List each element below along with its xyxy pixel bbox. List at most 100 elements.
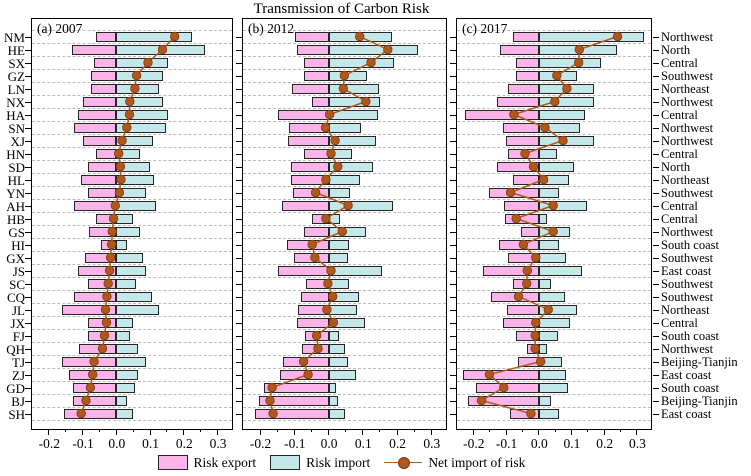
risk-export-bar <box>297 317 329 328</box>
risk-import-bar <box>538 31 645 42</box>
region-label: Northeast <box>661 172 710 187</box>
y-axis-tick <box>449 179 456 181</box>
x-axis-minor-tick <box>132 429 134 432</box>
gridline <box>243 212 446 213</box>
province-label: GS <box>8 224 25 240</box>
y-axis-tick <box>24 127 31 129</box>
y-axis-tick <box>652 75 659 77</box>
region-label: Beijing-Tianjin <box>661 393 738 408</box>
y-axis-tick <box>235 283 242 285</box>
y-axis-tick <box>235 75 242 77</box>
province-label: AH <box>6 198 25 214</box>
province-label: NX <box>6 94 25 110</box>
y-axis-tick <box>449 309 456 311</box>
x-axis-major-tick <box>505 429 507 435</box>
y-axis-tick <box>652 348 659 350</box>
y-axis-tick <box>235 322 242 324</box>
risk-export-bar <box>513 174 539 185</box>
risk-export-bar <box>489 187 539 198</box>
risk-import-bar <box>116 356 147 367</box>
y-axis-tick <box>449 270 456 272</box>
x-tick-label: 0.3 <box>628 436 646 451</box>
y-axis-tick <box>652 361 659 363</box>
x-axis-major-tick <box>362 429 364 435</box>
risk-export-bar <box>517 356 539 367</box>
y-axis-tick <box>449 322 456 324</box>
risk-import-bar <box>538 369 567 380</box>
risk-export-bar <box>499 239 539 250</box>
risk-import-bar <box>538 291 565 302</box>
risk-import-bar <box>328 304 357 315</box>
y-axis-tick <box>24 348 31 350</box>
y-axis-tick <box>235 192 242 194</box>
province-label: SD <box>8 159 25 175</box>
risk-export-bar <box>490 291 539 302</box>
y-axis-tick <box>24 140 31 142</box>
region-label: Central <box>661 146 698 161</box>
y-axis-tick <box>24 413 31 415</box>
risk-import-bar <box>538 161 575 172</box>
risk-export-bar <box>291 161 329 172</box>
y-axis-tick <box>449 335 456 337</box>
y-axis-tick <box>449 36 456 38</box>
net-import-dot-icon <box>398 457 411 469</box>
risk-export-bar <box>508 148 539 159</box>
risk-import-bar <box>538 343 547 354</box>
risk-import-bar <box>116 135 154 146</box>
risk-import-bar <box>538 200 587 211</box>
risk-import-bar <box>328 213 340 224</box>
y-axis-tick <box>24 114 31 116</box>
y-axis-tick <box>24 361 31 363</box>
risk-export-bar <box>74 122 117 133</box>
risk-import-bar <box>328 70 367 81</box>
x-tick-label: -0.1 <box>284 436 306 451</box>
region-label: Southwest <box>661 250 714 265</box>
x-axis-minor-tick <box>587 429 589 432</box>
province-label: SN <box>8 120 25 136</box>
risk-import-bar <box>538 187 560 198</box>
risk-import-bar <box>116 408 133 419</box>
risk-export-bar <box>91 83 117 94</box>
x-tick-label: -0.1 <box>72 436 94 451</box>
risk-import-bar <box>538 44 617 55</box>
x-axis-minor-tick <box>166 429 168 432</box>
province-label: GX <box>6 250 25 266</box>
y-axis-tick <box>652 192 659 194</box>
y-axis-tick <box>449 114 456 116</box>
region-label: Northwest <box>661 224 714 239</box>
gridline <box>457 342 651 343</box>
y-axis-tick <box>449 231 456 233</box>
risk-import-bar <box>328 109 378 120</box>
x-axis-major-tick <box>82 429 84 435</box>
risk-export-bar <box>72 44 117 55</box>
y-axis-tick <box>652 413 659 415</box>
y-axis-tick <box>652 335 659 337</box>
gridline <box>32 420 232 421</box>
region-label: Northeast <box>661 302 710 317</box>
risk-export-bar <box>297 304 329 315</box>
risk-import-bar <box>328 122 362 133</box>
risk-import-bar <box>116 31 192 42</box>
y-axis-tick <box>235 179 242 181</box>
panel-c: (c) 2017 <box>449 18 659 435</box>
x-axis-minor-tick <box>379 429 381 432</box>
y-axis-tick <box>449 192 456 194</box>
risk-import-bar <box>116 382 135 393</box>
risk-export-bar <box>88 330 117 341</box>
risk-export-bar <box>73 395 117 406</box>
region-label: South coast <box>661 380 719 395</box>
x-axis-major-tick <box>430 429 432 435</box>
risk-export-bar <box>304 70 329 81</box>
province-label: SH <box>8 406 25 422</box>
risk-export-bar <box>277 265 329 276</box>
risk-export-bar <box>301 343 329 354</box>
y-axis-tick <box>24 49 31 51</box>
x-axis-minor-tick <box>521 429 523 432</box>
y-axis-tick <box>235 36 242 38</box>
y-axis-tick <box>235 309 242 311</box>
gridline <box>243 329 446 330</box>
y-axis-tick <box>24 257 31 259</box>
y-axis-tick <box>24 192 31 194</box>
risk-import-bar <box>538 122 580 133</box>
risk-export-bar <box>88 278 117 289</box>
